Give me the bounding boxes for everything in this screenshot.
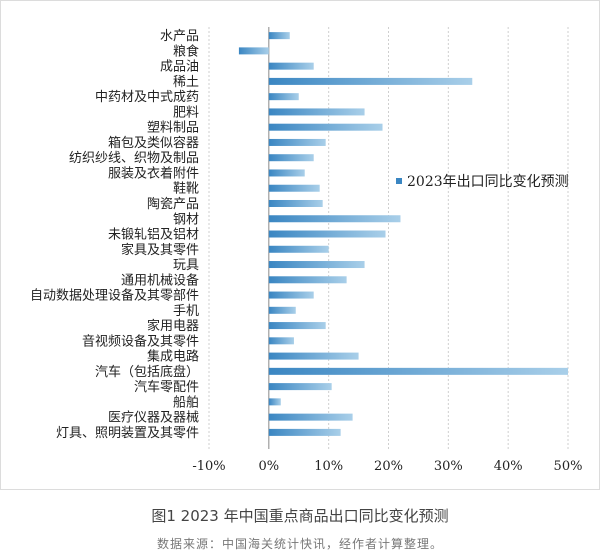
legend-swatch [396,178,402,184]
category-label: 水产品 [160,29,199,44]
category-label: 未锻轧铝及铝材 [108,228,199,243]
bar [268,108,365,116]
x-tick-label: 0% [259,459,280,474]
category-label: 医疗仪器及器械 [108,411,199,426]
chart-frame: 水产品 粮食 成品油 稀土 中药材及中式成药 肥料 塑料制品 箱包及类似容器 纺织纱线、织物及制… [0,0,600,490]
x-tick-label: 40% [494,459,523,474]
category-label: 船舶 [173,394,199,410]
bar [268,77,473,85]
category-label: 灯具、照明装置及其零件 [56,426,199,441]
x-tick-label: -10% [192,459,225,474]
bar [268,383,332,391]
bar [268,32,290,40]
category-label: 箱包及类似容器 [108,135,199,151]
bar [268,367,568,375]
legend: 2023年出口同比变化预测 [396,174,569,190]
category-label: 钢材 [173,212,199,227]
bar [268,123,383,131]
category-label: 塑料制品 [147,121,199,136]
x-tick-label: 30% [434,459,463,474]
bar [268,215,401,223]
bar [268,184,320,192]
x-tick-label: 10% [314,459,343,474]
bar [268,169,305,177]
figure-caption: 图1 2023 年中国重点商品出口同比变化预测 [151,507,449,525]
bar [268,261,365,269]
bars [238,32,568,436]
category-label: 玩具 [173,258,199,273]
bar [268,413,353,421]
category-label: 服装及衣着附件 [108,165,199,181]
bar [268,276,347,284]
category-label: 音视频设备及其零件 [82,333,199,349]
bar [268,322,326,330]
grid-lines [208,27,569,449]
bar [268,306,296,314]
category-label: 中药材及中式成药 [95,90,199,105]
bar [268,337,294,345]
category-label: 自动数据处理设备及其零部件 [30,288,199,304]
category-label: 纺织纱线、织物及制品 [69,151,199,166]
bar [268,154,314,162]
x-tick-labels: -10% 0% 10% 20% 30% 40% 50% [192,459,582,474]
category-label: 成品油 [160,60,199,75]
bar [268,428,341,436]
bar [268,199,323,207]
x-tick-label: 50% [554,459,583,474]
category-label: 汽车（包括底盘） [95,364,199,380]
bar [268,398,281,406]
x-tick-label: 20% [374,459,403,474]
category-labels: 水产品粮食成品油稀土中药材及中式成药肥料塑料制品箱包及类似容器纺织纱线、织物及制… [30,29,199,441]
category-label: 肥料 [173,105,199,120]
bar [268,352,359,360]
category-label: 家具及其零件 [121,242,199,258]
bar [268,138,326,146]
category-label: 通用机械设备 [121,272,199,288]
category-label: 粮食 [173,43,199,59]
bar [268,245,329,253]
bar [268,93,299,101]
bar [268,291,314,299]
category-label: 汽车零配件 [134,379,199,395]
bar [238,47,269,55]
bar [268,62,314,70]
bar [268,230,386,238]
category-label: 鞋靴 [173,181,199,197]
legend-label: 2023年出口同比变化预测 [407,174,569,190]
category-label: 集成电路 [147,349,199,365]
bar-chart: 水产品粮食成品油稀土中药材及中式成药肥料塑料制品箱包及类似容器纺织纱线、织物及制… [30,27,582,474]
data-source-note: 数据来源：中国海关统计快讯，经作者计算整理。 [156,537,443,551]
category-label: 手机 [173,304,199,319]
category-label: 陶瓷产品 [147,196,199,212]
category-label: 家用电器 [147,318,199,334]
category-label: 稀土 [173,75,199,90]
